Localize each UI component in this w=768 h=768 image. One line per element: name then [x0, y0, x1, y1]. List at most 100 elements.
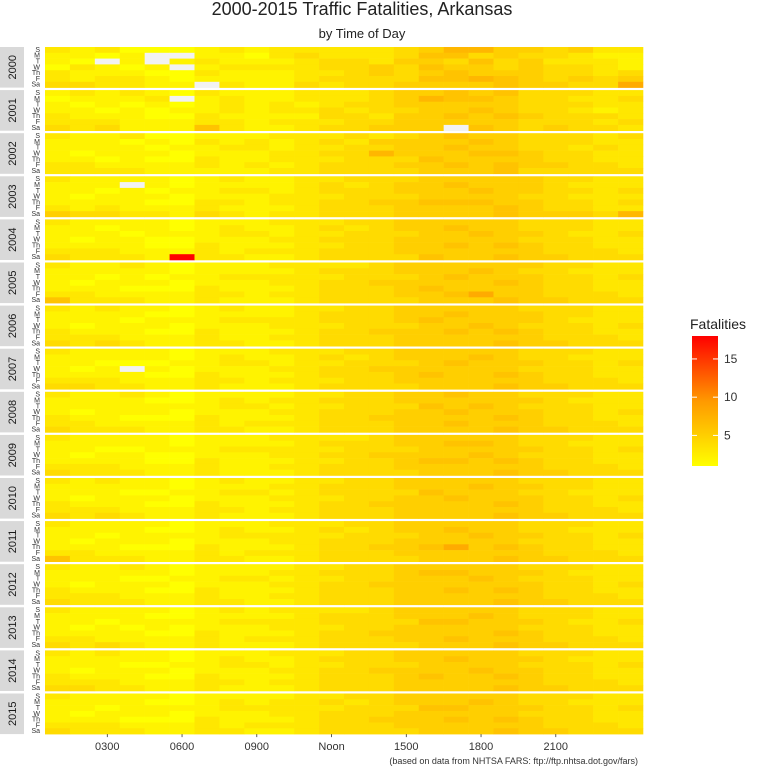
heatmap-cell — [593, 95, 619, 102]
heatmap-cell — [543, 452, 569, 459]
heatmap-cell — [518, 705, 544, 712]
heatmap-cell — [269, 187, 295, 194]
heatmap-cell — [269, 397, 295, 404]
heatmap-cell — [319, 656, 345, 663]
heatmap-cell — [368, 279, 395, 286]
day-label: Th — [32, 286, 40, 293]
heatmap-cell — [418, 636, 444, 643]
heatmap-cell — [94, 575, 121, 582]
heatmap-cell — [269, 150, 295, 157]
heatmap-cell — [244, 728, 270, 735]
heatmap-cell — [344, 593, 370, 600]
heatmap-cell — [618, 538, 644, 545]
heatmap-cell — [468, 716, 494, 723]
heatmap-cell — [468, 642, 494, 649]
heatmap-cell — [368, 291, 395, 298]
heatmap-cell — [169, 297, 195, 304]
heatmap-cell — [269, 279, 295, 286]
heatmap-cell — [568, 156, 594, 163]
heatmap-cell — [219, 426, 245, 433]
heatmap-cell — [418, 440, 444, 447]
heatmap-cell — [543, 305, 569, 312]
heatmap-cell — [568, 673, 594, 680]
heatmap-cell — [368, 168, 395, 175]
heatmap-cell — [144, 182, 170, 189]
heatmap-cell — [144, 383, 170, 390]
heatmap-cell — [543, 377, 569, 384]
heatmap-cell — [493, 495, 519, 502]
heatmap-cell — [368, 463, 395, 470]
heatmap-cell — [319, 469, 345, 476]
day-label: T — [36, 59, 41, 66]
heatmap-cell — [418, 133, 444, 140]
heatmap-cell — [69, 133, 96, 140]
heatmap-cell — [618, 650, 644, 657]
heatmap-cell — [69, 526, 96, 533]
heatmap-cell — [543, 722, 569, 729]
heatmap-cell — [144, 710, 170, 717]
heatmap-cell — [593, 521, 619, 528]
heatmap-cell — [344, 119, 370, 126]
day-label: Th — [32, 156, 40, 163]
heatmap-cell — [618, 150, 644, 157]
facet-strip — [0, 348, 24, 390]
heatmap-cell — [568, 397, 594, 404]
heatmap-cell — [45, 570, 71, 577]
heatmap-cell — [319, 168, 345, 175]
heatmap-cell — [69, 268, 96, 275]
heatmap-cell — [443, 182, 469, 189]
heatmap-cell — [468, 211, 494, 218]
heatmap-cell — [219, 550, 245, 557]
day-label: T — [36, 231, 41, 238]
heatmap-cell — [294, 144, 320, 151]
heatmap-cell — [443, 613, 469, 620]
heatmap-cell — [119, 366, 145, 373]
heatmap-cell — [393, 607, 420, 614]
heatmap-cell — [69, 113, 96, 120]
heatmap-cell — [368, 512, 395, 519]
heatmap-cell — [518, 211, 544, 218]
heatmap-cell — [269, 124, 295, 131]
heatmap-cell — [294, 458, 320, 465]
heatmap-cell — [493, 334, 519, 341]
heatmap-cell — [418, 360, 444, 367]
heatmap-cell — [219, 656, 245, 663]
heatmap-cell — [493, 291, 519, 298]
heatmap-cell — [319, 507, 345, 514]
heatmap-cell — [69, 340, 96, 347]
heatmap-cell — [618, 722, 644, 729]
heatmap-cell — [518, 219, 544, 226]
heatmap-cell — [418, 236, 444, 243]
heatmap-cell — [294, 162, 320, 169]
heatmap-cell — [344, 555, 370, 562]
day-label: Th — [32, 544, 40, 551]
heatmap-cell — [119, 420, 145, 427]
heatmap-cell — [493, 182, 519, 189]
heatmap-cell — [169, 279, 195, 286]
heatmap-cell — [393, 587, 420, 594]
heatmap-cell — [119, 391, 145, 398]
heatmap-cell — [418, 403, 444, 410]
heatmap-cell — [269, 469, 295, 476]
heatmap-cell — [418, 262, 444, 269]
facet-strip — [0, 305, 24, 347]
heatmap-cell — [344, 624, 370, 631]
heatmap-cell — [194, 489, 220, 496]
heatmap-cell — [518, 242, 544, 249]
heatmap-cell — [69, 219, 96, 226]
heatmap-cell — [219, 291, 245, 298]
heatmap-cell — [219, 512, 245, 519]
heatmap-cell — [618, 483, 644, 490]
heatmap-cell — [593, 328, 619, 335]
heatmap-cell — [119, 107, 145, 114]
heatmap-cell — [269, 636, 295, 643]
heatmap-cell — [493, 618, 519, 625]
heatmap-cell — [344, 685, 370, 692]
heatmap-cell — [94, 489, 121, 496]
heatmap-cell — [393, 81, 420, 88]
heatmap-cell — [593, 81, 619, 88]
heatmap-cell — [244, 507, 270, 514]
heatmap-cell — [368, 650, 395, 657]
heatmap-cell — [169, 728, 195, 735]
heatmap-cell — [45, 587, 71, 594]
